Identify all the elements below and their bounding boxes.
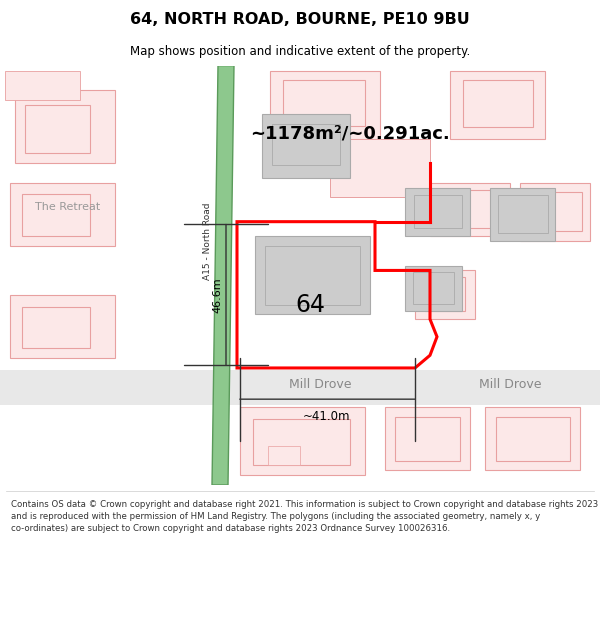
- Polygon shape: [530, 192, 582, 231]
- Polygon shape: [450, 71, 545, 139]
- Polygon shape: [10, 295, 115, 358]
- Polygon shape: [268, 446, 300, 466]
- Text: 64, NORTH ROAD, BOURNE, PE10 9BU: 64, NORTH ROAD, BOURNE, PE10 9BU: [130, 12, 470, 27]
- Polygon shape: [212, 66, 234, 485]
- Text: Map shows position and indicative extent of the property.: Map shows position and indicative extent…: [130, 45, 470, 58]
- Polygon shape: [22, 306, 90, 349]
- Polygon shape: [430, 182, 510, 236]
- Polygon shape: [265, 246, 360, 304]
- Text: 46.6m: 46.6m: [212, 277, 222, 312]
- Text: ~41.0m: ~41.0m: [303, 410, 351, 423]
- Polygon shape: [463, 80, 533, 127]
- Polygon shape: [10, 182, 115, 246]
- Polygon shape: [490, 188, 555, 241]
- Text: ~1178m²/~0.291ac.: ~1178m²/~0.291ac.: [250, 125, 450, 143]
- Polygon shape: [253, 419, 350, 466]
- Polygon shape: [272, 124, 340, 165]
- Text: A15 - North Road: A15 - North Road: [203, 202, 212, 280]
- Polygon shape: [415, 271, 475, 319]
- Polygon shape: [414, 196, 462, 229]
- Polygon shape: [0, 370, 600, 405]
- Polygon shape: [443, 191, 498, 229]
- Text: Mill Drove: Mill Drove: [289, 378, 351, 391]
- Polygon shape: [405, 188, 470, 236]
- Polygon shape: [262, 114, 350, 178]
- Polygon shape: [405, 266, 462, 311]
- Polygon shape: [240, 407, 365, 475]
- Polygon shape: [385, 407, 470, 471]
- Polygon shape: [395, 417, 460, 461]
- Text: Mill Drove: Mill Drove: [479, 378, 541, 391]
- Text: 64: 64: [295, 292, 325, 317]
- Polygon shape: [485, 407, 580, 471]
- Polygon shape: [5, 71, 80, 100]
- Polygon shape: [330, 139, 430, 198]
- Polygon shape: [22, 194, 90, 236]
- Polygon shape: [283, 80, 365, 126]
- Polygon shape: [498, 196, 548, 233]
- Polygon shape: [425, 278, 465, 311]
- Text: The Retreat: The Retreat: [35, 202, 101, 212]
- Polygon shape: [270, 71, 380, 139]
- Polygon shape: [413, 272, 454, 304]
- Polygon shape: [15, 90, 115, 163]
- Polygon shape: [520, 182, 590, 241]
- Polygon shape: [25, 104, 90, 153]
- Polygon shape: [255, 236, 370, 314]
- Polygon shape: [496, 417, 570, 461]
- Text: Contains OS data © Crown copyright and database right 2021. This information is : Contains OS data © Crown copyright and d…: [11, 501, 598, 533]
